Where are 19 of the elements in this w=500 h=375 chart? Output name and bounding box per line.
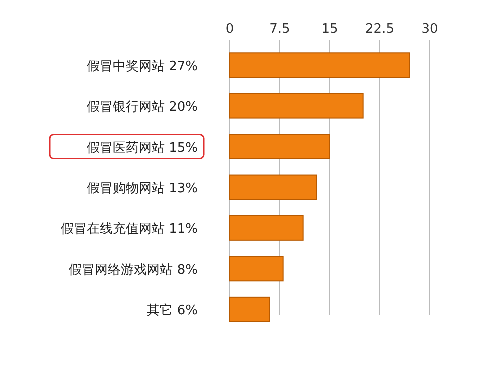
y-tick-label: 其它 6%	[147, 302, 198, 319]
bar	[230, 216, 304, 241]
y-tick-label: 假冒购物网站 13%	[86, 182, 198, 196]
y-tick-label: 假冒中奖网站 27%	[86, 59, 198, 74]
bar	[230, 174, 318, 200]
x-tick-label: 22.5	[366, 22, 394, 37]
y-tick-label: 假冒在线充值网站 11%	[60, 222, 198, 238]
y-tick-label: 假冒医药网站 15%	[86, 140, 198, 156]
x-tick-label: 7.5	[270, 22, 290, 37]
bar	[230, 52, 410, 78]
x-tick-label: 0	[226, 22, 234, 37]
x-tick-label: 30	[422, 22, 438, 37]
y-tick-label: 假冒银行网站 20%	[86, 100, 198, 116]
x-tick-label: 15	[322, 22, 338, 37]
bar	[230, 296, 270, 322]
bar	[230, 93, 364, 119]
bar	[230, 134, 330, 160]
bar	[230, 256, 284, 282]
y-tick-label: 假冒网络游戏网站 8%	[69, 262, 198, 278]
